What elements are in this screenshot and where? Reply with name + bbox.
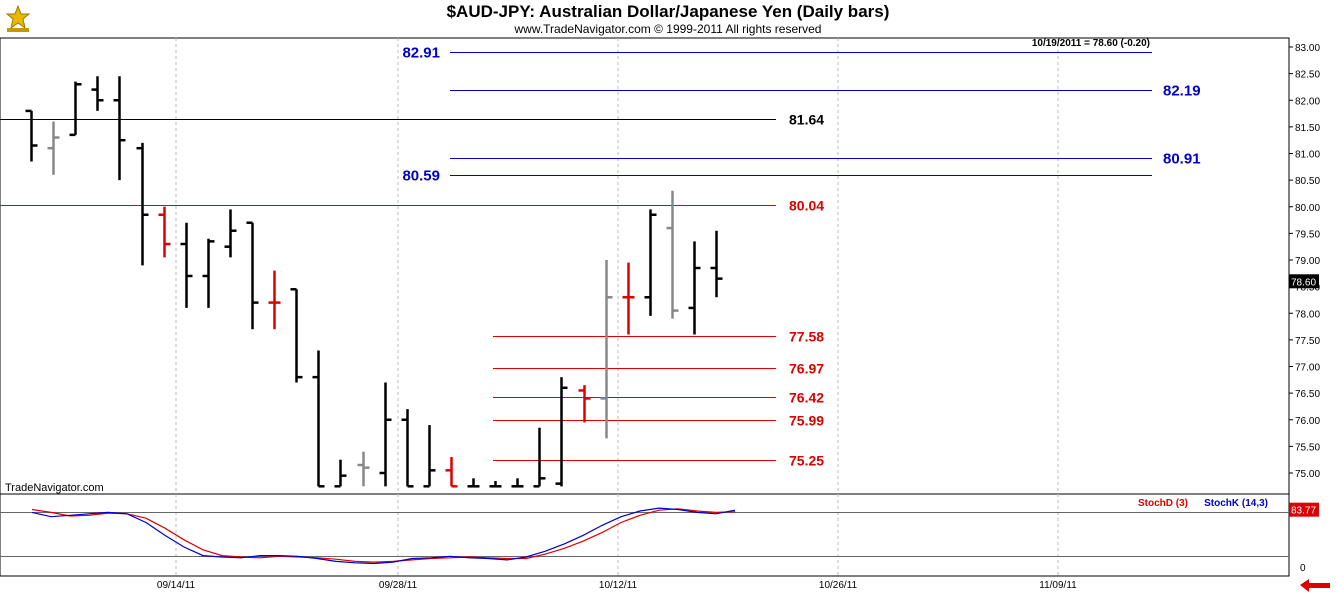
date-label: 11/09/11 xyxy=(1039,580,1077,591)
price-bar xyxy=(47,121,60,175)
price-tick-label: 81.50 xyxy=(1295,123,1320,134)
indicator-last-box xyxy=(1289,502,1319,517)
date-axis: 09/14/11 09/28/11 10/12/11 10/26/11 11/09/11 xyxy=(157,580,1077,591)
stoch-k-line xyxy=(31,507,736,565)
level-label: 75.99 xyxy=(789,413,824,429)
last-price-label: 78.60 xyxy=(1291,277,1316,288)
level-lines: 82.91 82.19 81.64 80.91 80.59 80.04 77.58 76.97… xyxy=(0,45,1201,469)
price-bar xyxy=(401,409,414,488)
price-tick-label: 82.50 xyxy=(1295,70,1320,81)
price-bar xyxy=(688,241,701,335)
trade-navigator-logo-icon xyxy=(3,4,33,34)
level-label: 80.04 xyxy=(789,198,824,214)
price-bar xyxy=(622,262,635,335)
price-tick-label: 81.00 xyxy=(1295,150,1320,161)
level-label: 75.25 xyxy=(789,453,824,469)
level-label: 80.59 xyxy=(402,168,440,185)
level-label: 82.91 xyxy=(402,45,440,62)
price-tick-label: 76.00 xyxy=(1295,416,1320,427)
price-bar xyxy=(578,385,591,423)
indicator-pane-frame xyxy=(0,493,1290,577)
price-bar xyxy=(467,478,480,488)
level-label: 76.42 xyxy=(789,390,824,406)
last-price-info: 10/19/2011 = 78.60 (-0.20) xyxy=(1032,38,1150,49)
price-bar xyxy=(555,377,568,487)
price-bar xyxy=(290,288,303,383)
price-tick-label: 75.50 xyxy=(1295,442,1320,453)
price-tick-label: 75.00 xyxy=(1295,469,1320,480)
price-tick-label: 77.50 xyxy=(1295,336,1320,347)
price-bar xyxy=(666,190,679,319)
price-bar xyxy=(158,206,171,258)
date-label: 09/14/11 xyxy=(157,580,196,591)
scroll-right-arrow-icon[interactable] xyxy=(1300,579,1330,592)
price-bar xyxy=(600,260,613,439)
price-tick-label: 80.50 xyxy=(1295,176,1320,187)
stoch-d-line xyxy=(31,508,736,563)
price-pane-frame xyxy=(0,37,1290,495)
price-bar xyxy=(379,382,392,487)
price-bar xyxy=(489,480,502,488)
level-label: 76.97 xyxy=(789,361,824,377)
price-bar xyxy=(246,221,259,330)
indicator-legend-label: StochD (3) xyxy=(1138,498,1188,509)
level-label: 81.64 xyxy=(789,112,824,128)
price-bar xyxy=(423,425,436,488)
price-bar xyxy=(69,81,82,137)
indicator-axis-zero: 0 xyxy=(1300,563,1306,574)
price-tick-label: 77.00 xyxy=(1295,363,1320,374)
price-tick-label: 79.00 xyxy=(1295,256,1320,267)
stochastic-indicator: StochD (3) StochK (14,3) 83.77 xyxy=(0,498,1319,565)
price-bar xyxy=(445,457,458,488)
price-bar xyxy=(312,350,325,488)
indicator-legend-label: StochK (14,3) xyxy=(1204,498,1268,509)
level-label: 77.58 xyxy=(789,329,824,345)
date-label: 10/26/11 xyxy=(819,580,858,591)
price-bar xyxy=(136,142,149,266)
price-bar xyxy=(113,76,126,181)
watermark-label: TradeNavigator.com xyxy=(5,482,104,494)
level-label: 80.91 xyxy=(1163,151,1201,168)
chart-title: $AUD-JPY: Australian Dollar/Japanese Yen… xyxy=(446,2,890,21)
chart-subtitle: www.TradeNavigator.com © 1999-2011 All r… xyxy=(514,22,822,36)
price-tick-label: 78.00 xyxy=(1295,309,1320,320)
price-bar xyxy=(533,427,546,488)
price-bar xyxy=(224,209,237,258)
price-bar xyxy=(644,209,657,316)
price-bar xyxy=(268,270,281,330)
last-price-box xyxy=(1289,274,1319,289)
price-tick-label: 83.00 xyxy=(1295,43,1320,54)
price-tick-label: 80.00 xyxy=(1295,203,1320,214)
price-axis: 83.00 82.50 82.00 81.50 81.00 80.50 80.00 79.50… xyxy=(1289,43,1320,480)
price-tick-label: 79.50 xyxy=(1295,229,1320,240)
level-label: 82.19 xyxy=(1163,83,1201,100)
price-bar xyxy=(357,451,370,487)
date-label: 10/12/11 xyxy=(599,580,638,591)
price-bar xyxy=(202,238,215,308)
price-bar xyxy=(180,222,193,308)
price-bars xyxy=(25,76,723,488)
price-tick-label: 82.00 xyxy=(1295,96,1320,107)
price-bar xyxy=(710,230,723,298)
indicator-last-label: 83.77 xyxy=(1291,506,1316,517)
price-bar xyxy=(91,76,104,111)
price-bar xyxy=(25,109,38,162)
date-label: 09/28/11 xyxy=(379,580,418,591)
price-tick-label: 76.50 xyxy=(1295,389,1320,400)
price-bar xyxy=(511,478,524,488)
price-bar xyxy=(334,459,347,488)
